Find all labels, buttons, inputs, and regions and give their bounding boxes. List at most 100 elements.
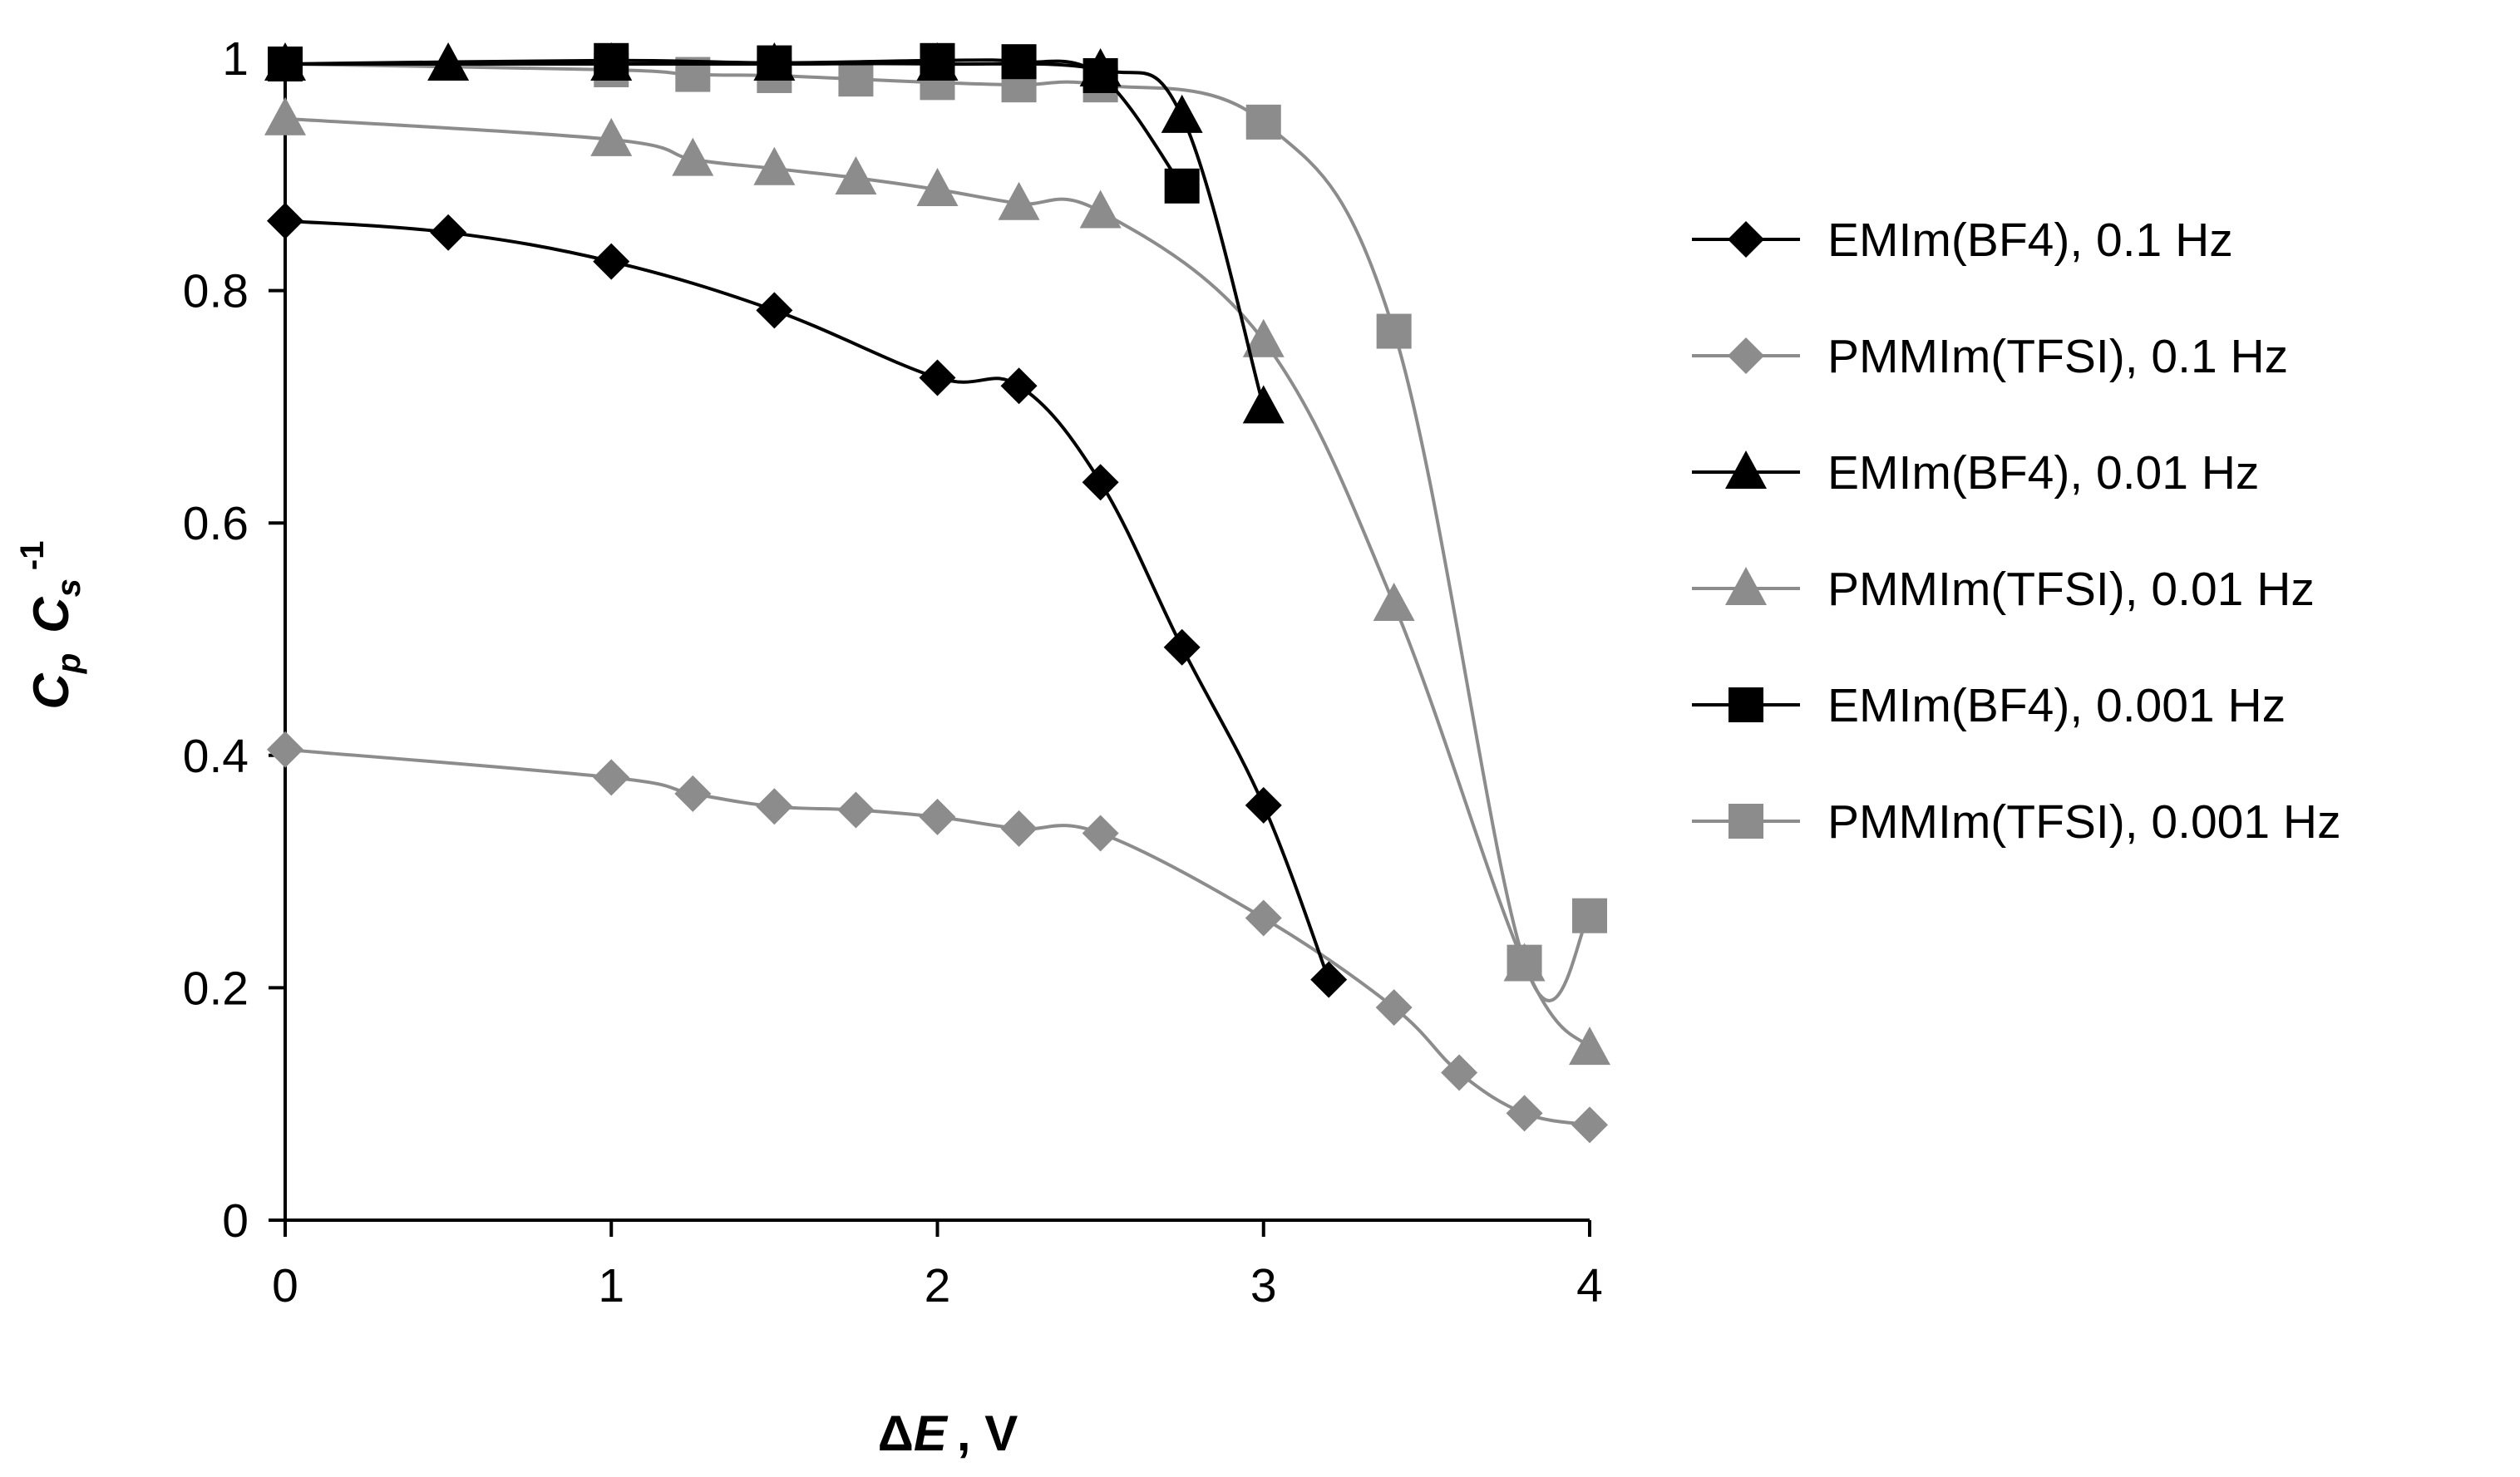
data-point-diamond (430, 214, 467, 251)
data-point-square (1245, 104, 1281, 140)
y-tick-label: 0 (222, 1194, 249, 1248)
series-2 (267, 731, 1608, 1144)
data-point-diamond (1245, 899, 1282, 937)
legend-marker-diamond (1728, 337, 1764, 374)
data-point-triangle (1161, 94, 1203, 133)
data-point-diamond (1082, 815, 1119, 852)
y-title-c1: C (23, 672, 79, 709)
data-point-square (838, 62, 874, 97)
legend-item: PMMIm(TFSI), 0.01 Hz (1692, 563, 2315, 616)
x-ticks: 0 1 2 3 4 (272, 1220, 1603, 1312)
data-point-diamond (837, 791, 875, 829)
series-line (284, 219, 1331, 981)
legend-marker-triangle (1725, 450, 1767, 489)
legend-label: EMIm(BF4), 0.1 Hz (1827, 214, 2233, 267)
x-tick-label: 4 (1576, 1259, 1603, 1312)
x-title-symbol: Δ (878, 1406, 914, 1461)
data-point-square (594, 42, 629, 78)
y-tick-label: 0.4 (183, 730, 249, 783)
y-title-sub2: s (51, 578, 87, 597)
data-point-diamond (267, 202, 303, 239)
legend-item: PMMIm(TFSI), 0.1 Hz (1692, 330, 2288, 383)
data-point-diamond (267, 731, 303, 768)
legend-item: PMMIm(TFSI), 0.001 Hz (1692, 795, 2341, 849)
x-title-unit: , V (957, 1406, 1018, 1461)
series-line (284, 116, 1591, 1050)
data-point-triangle (1242, 385, 1285, 424)
data-point-diamond (593, 243, 630, 280)
data-point-triangle (916, 167, 959, 206)
data-point-triangle (672, 137, 714, 176)
legend-label: PMMIm(TFSI), 0.1 Hz (1827, 330, 2288, 383)
data-point-diamond (919, 798, 956, 835)
data-point-square (1507, 944, 1542, 980)
data-point-triangle (1373, 583, 1415, 622)
data-point-diamond (1082, 464, 1119, 501)
x-tick-label: 2 (925, 1259, 951, 1312)
data-point-diamond (1441, 1054, 1478, 1091)
data-point-triangle (1079, 190, 1122, 229)
data-point-square (1164, 168, 1200, 204)
data-point-diamond (756, 292, 793, 329)
y-tick-label: 0.2 (183, 962, 249, 1015)
legend: EMIm(BF4), 0.1 Hz PMMIm(TFSI), 0.1 Hz EMIm… (1692, 214, 2341, 849)
x-tick-label: 3 (1250, 1259, 1277, 1312)
data-point-diamond (1163, 628, 1201, 666)
data-point-square (757, 45, 792, 81)
data-point-diamond (1000, 367, 1038, 405)
x-axis-title: ΔE, V (878, 1406, 1018, 1461)
data-point-triangle (998, 181, 1040, 220)
y-axis-title: CpCs-1 (14, 541, 87, 710)
legend-marker-triangle (1725, 567, 1767, 605)
y-title-c2: C (23, 596, 79, 633)
series-line (284, 62, 1591, 1002)
y-title-sub1: p (51, 653, 87, 674)
data-point-triangle (264, 96, 306, 135)
legend-item: EMIm(BF4), 0.1 Hz (1692, 214, 2233, 267)
y-title-exp: -1 (14, 541, 51, 571)
data-point-diamond (674, 775, 712, 812)
data-point-diamond (1245, 786, 1282, 824)
data-point-triangle (590, 117, 633, 156)
x-title-variable: E (914, 1406, 949, 1461)
axes: 0 1 2 3 4 0 0.2 0.4 0.6 0.8 1 (183, 32, 1603, 1312)
legend-item: EMIm(BF4), 0.01 Hz (1692, 446, 2259, 500)
legend-label: PMMIm(TFSI), 0.001 Hz (1827, 795, 2341, 849)
x-tick-label: 0 (272, 1259, 298, 1312)
data-point-triangle (1569, 1027, 1610, 1066)
data-point-diamond (1310, 961, 1348, 998)
data-point-triangle (1242, 318, 1285, 357)
series-layer (264, 42, 1610, 1144)
data-point-square (1082, 57, 1118, 93)
data-point-square (1572, 898, 1607, 933)
series-5 (268, 42, 1200, 204)
data-point-square (268, 46, 303, 81)
legend-marker-square (1728, 804, 1763, 839)
y-tick-label: 1 (222, 32, 249, 86)
y-tick-label: 0.8 (183, 265, 249, 318)
series-1 (267, 202, 1348, 998)
x-tick-label: 1 (598, 1259, 624, 1312)
data-point-diamond (919, 359, 956, 396)
data-point-square (920, 42, 955, 78)
legend-marker-square (1728, 687, 1763, 722)
legend-label: EMIm(BF4), 0.001 Hz (1827, 679, 2286, 732)
y-tick-label: 0.6 (183, 497, 249, 550)
data-point-diamond (756, 788, 793, 825)
data-point-square (1376, 313, 1412, 349)
legend-label: PMMIm(TFSI), 0.01 Hz (1827, 563, 2315, 616)
data-point-diamond (593, 759, 630, 796)
legend-marker-diamond (1728, 221, 1764, 258)
data-point-square (1001, 44, 1037, 80)
data-point-diamond (1000, 810, 1038, 847)
legend-label: EMIm(BF4), 0.01 Hz (1827, 446, 2259, 500)
data-point-diamond (1506, 1095, 1543, 1132)
data-point-triangle (753, 146, 796, 185)
legend-item: EMIm(BF4), 0.001 Hz (1692, 679, 2286, 732)
data-point-diamond (1375, 989, 1413, 1027)
y-ticks: 0 0.2 0.4 0.6 0.8 1 (183, 32, 285, 1248)
data-point-triangle (835, 155, 877, 194)
data-point-diamond (1571, 1106, 1608, 1144)
